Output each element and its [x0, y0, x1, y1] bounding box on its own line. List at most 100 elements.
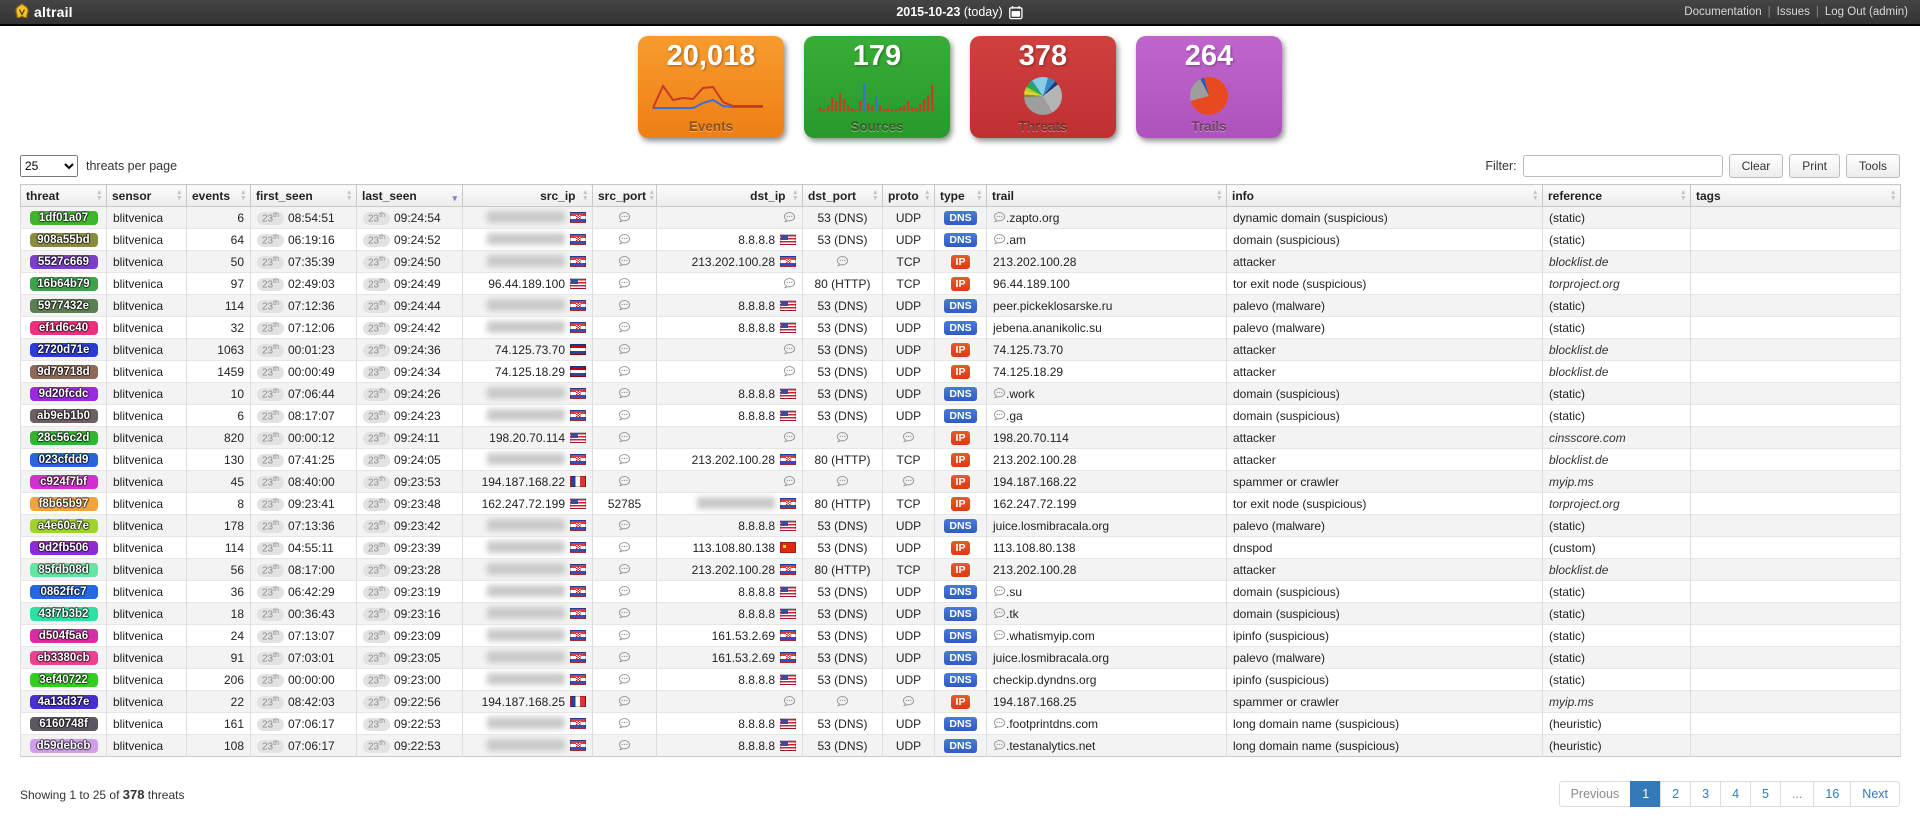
maltrail-logo[interactable]: altrail	[12, 2, 73, 22]
threat-id-badge[interactable]: 16b64b79	[29, 277, 98, 291]
threat-id-badge[interactable]: ab9eb1b0	[29, 409, 98, 423]
page-button-5[interactable]: 5	[1750, 781, 1781, 807]
column-header-threat[interactable]: threat ▴ ▾	[20, 184, 107, 207]
clear-button[interactable]: Clear	[1728, 154, 1784, 178]
threat-id-badge[interactable]: 43f7b3b2	[29, 607, 98, 621]
type-badge-ip[interactable]: IP	[950, 541, 971, 555]
type-badge-ip[interactable]: IP	[950, 497, 971, 511]
type-badge-ip[interactable]: IP	[950, 255, 971, 269]
nav-link-documentation[interactable]: Documentation	[1684, 6, 1762, 18]
tags-cell[interactable]	[1690, 404, 1901, 427]
column-header-first_seen[interactable]: first_seen ▴ ▾	[250, 184, 357, 207]
page-button-16[interactable]: 16	[1813, 781, 1852, 807]
page-button-next[interactable]: Next	[1850, 781, 1900, 807]
tags-cell[interactable]	[1690, 250, 1901, 273]
column-header-dst_port[interactable]: dst_port ▴ ▾	[802, 184, 883, 207]
tools-button[interactable]: Tools	[1845, 154, 1900, 178]
threat-id-badge[interactable]: f8b65b97	[29, 497, 98, 511]
type-badge-ip[interactable]: IP	[950, 563, 971, 577]
type-badge-dns[interactable]: DNS	[944, 519, 977, 533]
threat-id-badge[interactable]: 5527c669	[29, 255, 98, 269]
tags-cell[interactable]	[1690, 514, 1901, 537]
page-button-1[interactable]: 1	[1630, 781, 1662, 807]
column-header-reference[interactable]: reference ▴ ▾	[1542, 184, 1691, 207]
tags-cell[interactable]	[1690, 338, 1901, 361]
threat-id-badge[interactable]: 1df01a07	[29, 211, 98, 225]
tags-cell[interactable]	[1690, 558, 1901, 581]
type-badge-ip[interactable]: IP	[950, 453, 971, 467]
tags-cell[interactable]	[1690, 316, 1901, 339]
tags-cell[interactable]	[1690, 360, 1901, 383]
type-badge-dns[interactable]: DNS	[944, 717, 977, 731]
threat-id-badge[interactable]: 4a13d37e	[29, 695, 98, 709]
type-badge-dns[interactable]: DNS	[944, 629, 977, 643]
column-header-src_ip[interactable]: src_ip ▴ ▾	[462, 184, 593, 207]
page-button-3[interactable]: 3	[1690, 781, 1722, 807]
type-badge-dns[interactable]: DNS	[944, 387, 977, 401]
threat-id-badge[interactable]: c924f7bf	[29, 475, 98, 489]
type-badge-dns[interactable]: DNS	[944, 321, 977, 335]
tags-cell[interactable]	[1690, 734, 1901, 757]
column-header-tags[interactable]: tags ▴ ▾	[1690, 184, 1901, 207]
nav-link-log-out-admin-[interactable]: Log Out (admin)	[1824, 6, 1908, 18]
page-button-previous[interactable]: Previous	[1558, 781, 1632, 807]
print-button[interactable]: Print	[1789, 154, 1840, 178]
tags-cell[interactable]	[1690, 206, 1901, 229]
tags-cell[interactable]	[1690, 492, 1901, 515]
type-badge-dns[interactable]: DNS	[944, 607, 977, 621]
column-header-trail[interactable]: trail ▴ ▾	[986, 184, 1227, 207]
threat-id-badge[interactable]: 85fdb08d	[29, 563, 98, 577]
threat-id-badge[interactable]: d504f5a6	[29, 629, 98, 643]
threat-id-badge[interactable]: d59debcb	[29, 739, 98, 753]
tags-cell[interactable]	[1690, 272, 1901, 295]
column-header-last_seen[interactable]: last_seen▴▾	[356, 184, 463, 207]
threat-id-badge[interactable]: ef1d6c40	[29, 321, 98, 335]
stat-card-trails[interactable]: 264 Trails	[1136, 36, 1282, 138]
tags-cell[interactable]	[1690, 294, 1901, 317]
threat-id-badge[interactable]: 2720d71e	[29, 343, 98, 357]
page-button-4[interactable]: 4	[1720, 781, 1752, 807]
threat-id-badge[interactable]: 28c56c2d	[29, 431, 98, 445]
column-header-events[interactable]: events ▴ ▾	[186, 184, 251, 207]
threat-id-badge[interactable]: 3ef40722	[29, 673, 98, 687]
tags-cell[interactable]	[1690, 690, 1901, 713]
tags-cell[interactable]	[1690, 382, 1901, 405]
tags-cell[interactable]	[1690, 228, 1901, 251]
type-badge-dns[interactable]: DNS	[944, 673, 977, 687]
tags-cell[interactable]	[1690, 580, 1901, 603]
type-badge-ip[interactable]: IP	[950, 343, 971, 357]
threat-id-badge[interactable]: 023cfdd9	[29, 453, 98, 467]
tags-cell[interactable]	[1690, 712, 1901, 735]
column-header-proto[interactable]: proto ▴ ▾	[882, 184, 935, 207]
type-badge-ip[interactable]: IP	[950, 431, 971, 445]
type-badge-dns[interactable]: DNS	[944, 233, 977, 247]
filter-input[interactable]	[1522, 155, 1723, 177]
column-header-sensor[interactable]: sensor ▴ ▾	[106, 184, 187, 207]
type-badge-ip[interactable]: IP	[950, 365, 971, 379]
stat-card-sources[interactable]: 179 Sources	[804, 36, 950, 138]
stat-card-threats[interactable]: 378 Threats	[970, 36, 1116, 138]
column-header-info[interactable]: info ▴ ▾	[1226, 184, 1543, 207]
column-header-type[interactable]: type ▴ ▾	[934, 184, 987, 207]
type-badge-ip[interactable]: IP	[950, 277, 971, 291]
tags-cell[interactable]	[1690, 448, 1901, 471]
date-picker[interactable]: 2015-10-23 (today)	[896, 5, 1023, 20]
type-badge-dns[interactable]: DNS	[944, 409, 977, 423]
threat-id-badge[interactable]: 6160748f	[29, 717, 98, 731]
threat-id-badge[interactable]: 9d2fb506	[29, 541, 98, 555]
tags-cell[interactable]	[1690, 668, 1901, 691]
threat-id-badge[interactable]: 9d79718d	[29, 365, 98, 379]
tags-cell[interactable]	[1690, 536, 1901, 559]
page-size-select[interactable]: 25	[20, 155, 78, 177]
threat-id-badge[interactable]: 908a55bd	[29, 233, 98, 247]
threat-id-badge[interactable]: 0862ffc7	[29, 585, 98, 599]
type-badge-dns[interactable]: DNS	[944, 585, 977, 599]
threat-id-badge[interactable]: eb3380cb	[29, 651, 98, 665]
calendar-icon[interactable]	[1009, 5, 1024, 20]
type-badge-dns[interactable]: DNS	[944, 651, 977, 665]
type-badge-ip[interactable]: IP	[950, 475, 971, 489]
column-header-src_port[interactable]: src_port ▴ ▾	[592, 184, 657, 207]
column-header-dst_ip[interactable]: dst_ip ▴ ▾	[656, 184, 803, 207]
type-badge-ip[interactable]: IP	[950, 695, 971, 709]
tags-cell[interactable]	[1690, 602, 1901, 625]
